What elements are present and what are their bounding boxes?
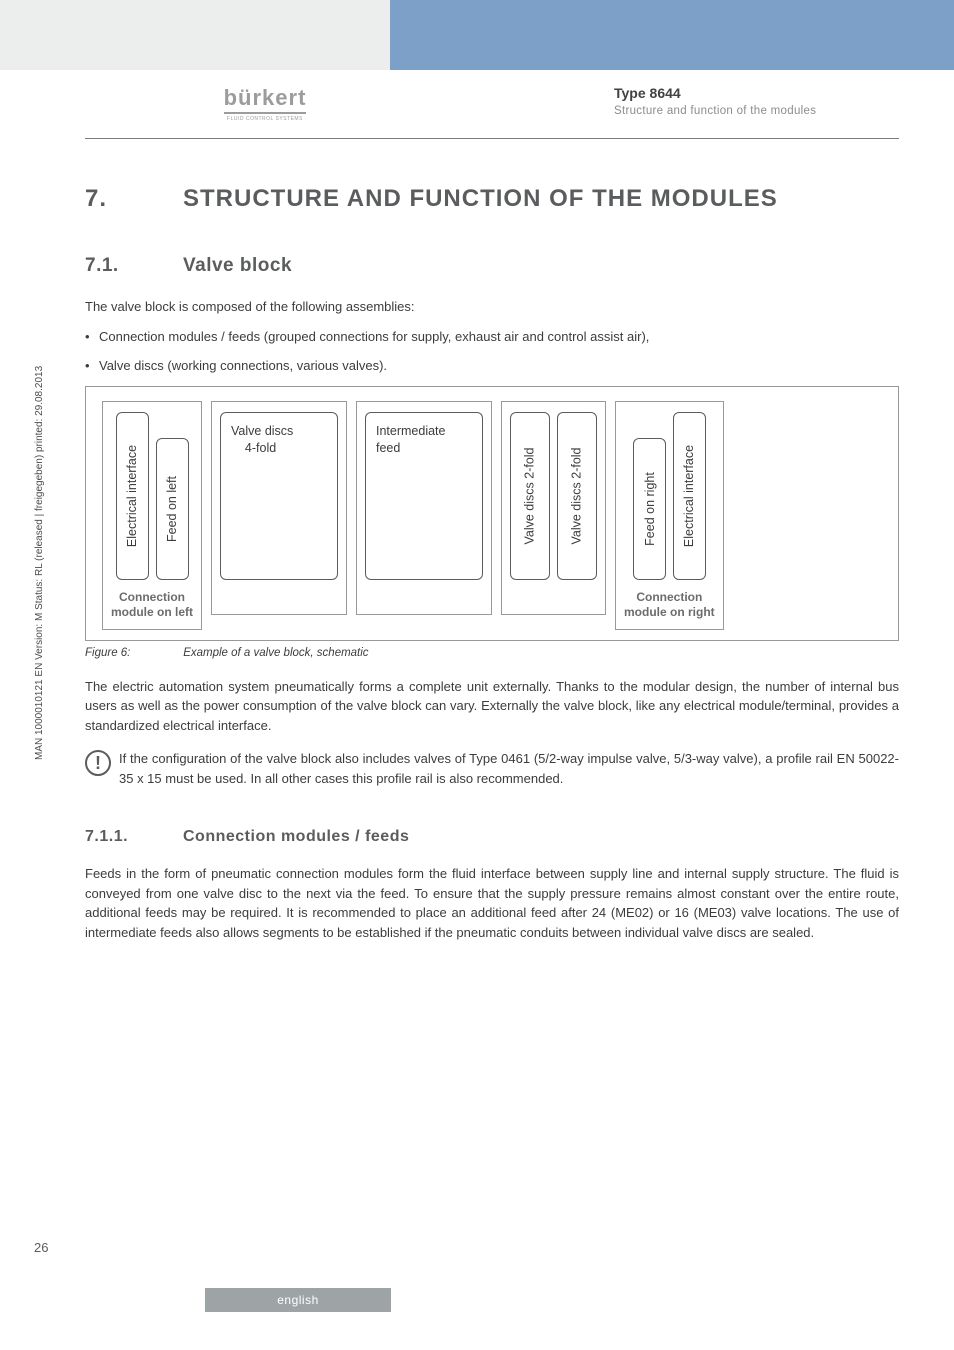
logo-subtitle: FLUID CONTROL SYSTEMS xyxy=(205,116,325,122)
top-grey-block xyxy=(0,0,390,70)
heading-1: 7. STRUCTURE AND FUNCTION OF THE MODULES xyxy=(85,185,899,213)
valve-block-diagram: Electrical interface Feed on left Connec… xyxy=(85,386,899,641)
electrical-interface-label: Electrical interface xyxy=(125,444,139,546)
logo-text: bürkert xyxy=(224,85,307,114)
conn-right-label: Connection module on right xyxy=(624,590,715,621)
warning-icon: ! xyxy=(85,750,111,776)
intro-paragraph: The valve block is composed of the follo… xyxy=(85,297,899,317)
side-metadata: MAN 1000010121 EN Version: M Status: RL … xyxy=(34,366,45,760)
electrical-interface-box: Electrical interface xyxy=(116,412,149,580)
figure-text: Example of a valve block, schematic xyxy=(183,647,368,659)
valve-2fold-a-box: Valve discs 2-fold xyxy=(510,412,550,580)
valve4-l1: Valve discs xyxy=(231,424,293,438)
h1-number: 7. xyxy=(85,185,183,213)
note-row: ! If the configuration of the valve bloc… xyxy=(85,749,899,788)
header-divider xyxy=(85,138,899,139)
valve-2fold-b-box: Valve discs 2-fold xyxy=(557,412,597,580)
valve4-l2: 4-fold xyxy=(245,441,276,455)
conn-left-l1: Connection xyxy=(119,590,185,604)
page-number: 26 xyxy=(34,1240,48,1255)
figure-caption: Figure 6: Example of a valve block, sche… xyxy=(85,647,899,659)
connection-module-left: Electrical interface Feed on left Connec… xyxy=(102,401,202,630)
bullet-2: Valve discs (working connections, variou… xyxy=(85,356,899,376)
conn-right-l2: module on right xyxy=(624,605,715,619)
figure-number: Figure 6: xyxy=(85,647,180,659)
electrical-interface-right-label: Electrical interface xyxy=(682,444,696,546)
heading-2: 7.1. Valve block xyxy=(85,255,899,277)
content: 7. STRUCTURE AND FUNCTION OF THE MODULES… xyxy=(85,185,899,952)
inter-l1: Intermediate xyxy=(376,424,445,438)
intermediate-feed-wrap: Intermediate feed xyxy=(356,401,492,615)
connection-module-right: Feed on right Electrical interface Conne… xyxy=(615,401,724,630)
conn-right-l1: Connection xyxy=(636,590,702,604)
paragraph-2: Feeds in the form of pneumatic connectio… xyxy=(85,864,899,942)
note-text: If the configuration of the valve block … xyxy=(119,749,899,788)
feed-right-label: Feed on right xyxy=(642,472,656,546)
h3-title: Connection modules / feeds xyxy=(183,828,409,846)
conn-right-row: Feed on right Electrical interface xyxy=(633,412,706,580)
conn-left-label: Connection module on left xyxy=(111,590,193,621)
top-bar xyxy=(0,0,954,70)
logo: bürkert FLUID CONTROL SYSTEMS xyxy=(205,85,325,122)
h3-number: 7.1.1. xyxy=(85,828,183,846)
feed-left-label: Feed on left xyxy=(165,475,179,541)
h2-title: Valve block xyxy=(183,255,292,277)
type-title: Type 8644 xyxy=(614,85,894,101)
valve-2fold-group: Valve discs 2-fold Valve discs 2-fold xyxy=(501,401,606,615)
valve-4fold-wrap: Valve discs 4-fold xyxy=(211,401,347,615)
intermediate-feed-box: Intermediate feed xyxy=(365,412,483,580)
conn-left-row: Electrical interface Feed on left xyxy=(116,412,189,580)
feed-left-box: Feed on left xyxy=(156,438,189,580)
bullet-1: Connection modules / feeds (grouped conn… xyxy=(85,327,899,347)
h2-number: 7.1. xyxy=(85,255,183,277)
h1-title: STRUCTURE AND FUNCTION OF THE MODULES xyxy=(183,185,778,213)
conn-left-l2: module on left xyxy=(111,605,193,619)
top-blue-block xyxy=(390,0,954,70)
electrical-interface-right-box: Electrical interface xyxy=(673,412,706,580)
breadcrumb: Structure and function of the modules xyxy=(614,105,894,117)
heading-3: 7.1.1. Connection modules / feeds xyxy=(85,828,899,846)
valve-4fold-box: Valve discs 4-fold xyxy=(220,412,338,580)
valve2a-label: Valve discs 2-fold xyxy=(523,447,537,544)
feed-right-box: Feed on right xyxy=(633,438,666,580)
valve2b-label: Valve discs 2-fold xyxy=(570,447,584,544)
paragraph-1: The electric automation system pneumatic… xyxy=(85,677,899,736)
inter-l2: feed xyxy=(376,441,400,455)
header-right: Type 8644 Structure and function of the … xyxy=(614,85,894,117)
footer-language: english xyxy=(205,1288,391,1312)
